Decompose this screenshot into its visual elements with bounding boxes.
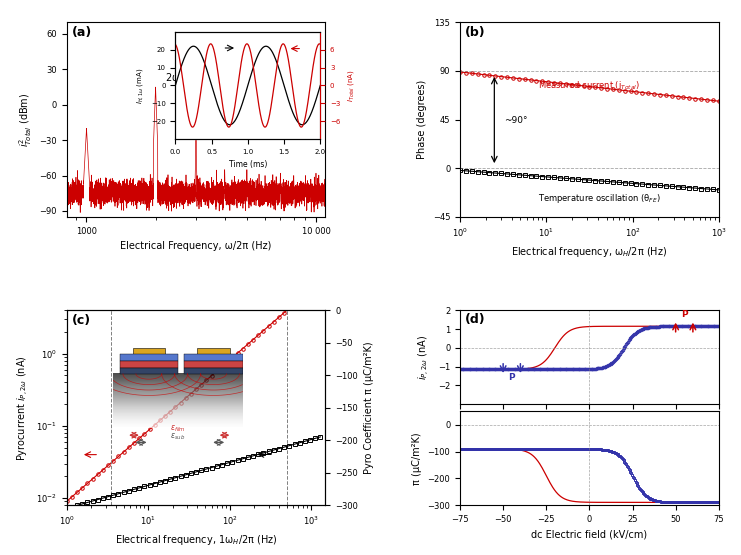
Y-axis label: $i_{P,2ω}$ (nA): $i_{P,2ω}$ (nA) <box>417 335 433 380</box>
Text: Temperature oscillation (θ$_{FE}$): Temperature oscillation (θ$_{FE}$) <box>538 191 660 205</box>
Y-axis label: Pyrocurrent $i_{P,2ω}$ (nA): Pyrocurrent $i_{P,2ω}$ (nA) <box>16 355 30 461</box>
Y-axis label: Phase (degrees): Phase (degrees) <box>417 80 428 159</box>
X-axis label: Electrical frequency, ω$_H$/2π (Hz): Electrical frequency, ω$_H$/2π (Hz) <box>511 245 668 259</box>
Text: (a): (a) <box>72 26 92 39</box>
Text: (d): (d) <box>465 313 486 326</box>
Text: (c): (c) <box>72 314 91 327</box>
X-axis label: Electrical Frequency, ω/2π (Hz): Electrical Frequency, ω/2π (Hz) <box>120 241 272 251</box>
Text: P: P <box>681 310 688 319</box>
X-axis label: dc Electric field (kV/cm): dc Electric field (kV/cm) <box>531 529 648 539</box>
Text: P: P <box>508 372 515 382</box>
X-axis label: Electrical frequency, 1ω$_H$/2π (Hz): Electrical frequency, 1ω$_H$/2π (Hz) <box>115 533 277 547</box>
Text: 2ω$_H$: 2ω$_H$ <box>165 71 187 85</box>
Y-axis label: $I_{Total}$ (nA): $I_{Total}$ (nA) <box>346 69 356 102</box>
Y-axis label: Pyro Coefficient π (μC/m²K): Pyro Coefficient π (μC/m²K) <box>364 341 373 474</box>
Text: ~90°: ~90° <box>504 116 527 125</box>
Text: Measured current (i$_{Total}$): Measured current (i$_{Total}$) <box>538 79 640 92</box>
Y-axis label: $i_{Total}^{2}$ (dBm): $i_{Total}^{2}$ (dBm) <box>17 92 34 147</box>
Y-axis label: π (μC/m²K): π (μC/m²K) <box>412 432 422 485</box>
Text: (b): (b) <box>465 26 486 39</box>
